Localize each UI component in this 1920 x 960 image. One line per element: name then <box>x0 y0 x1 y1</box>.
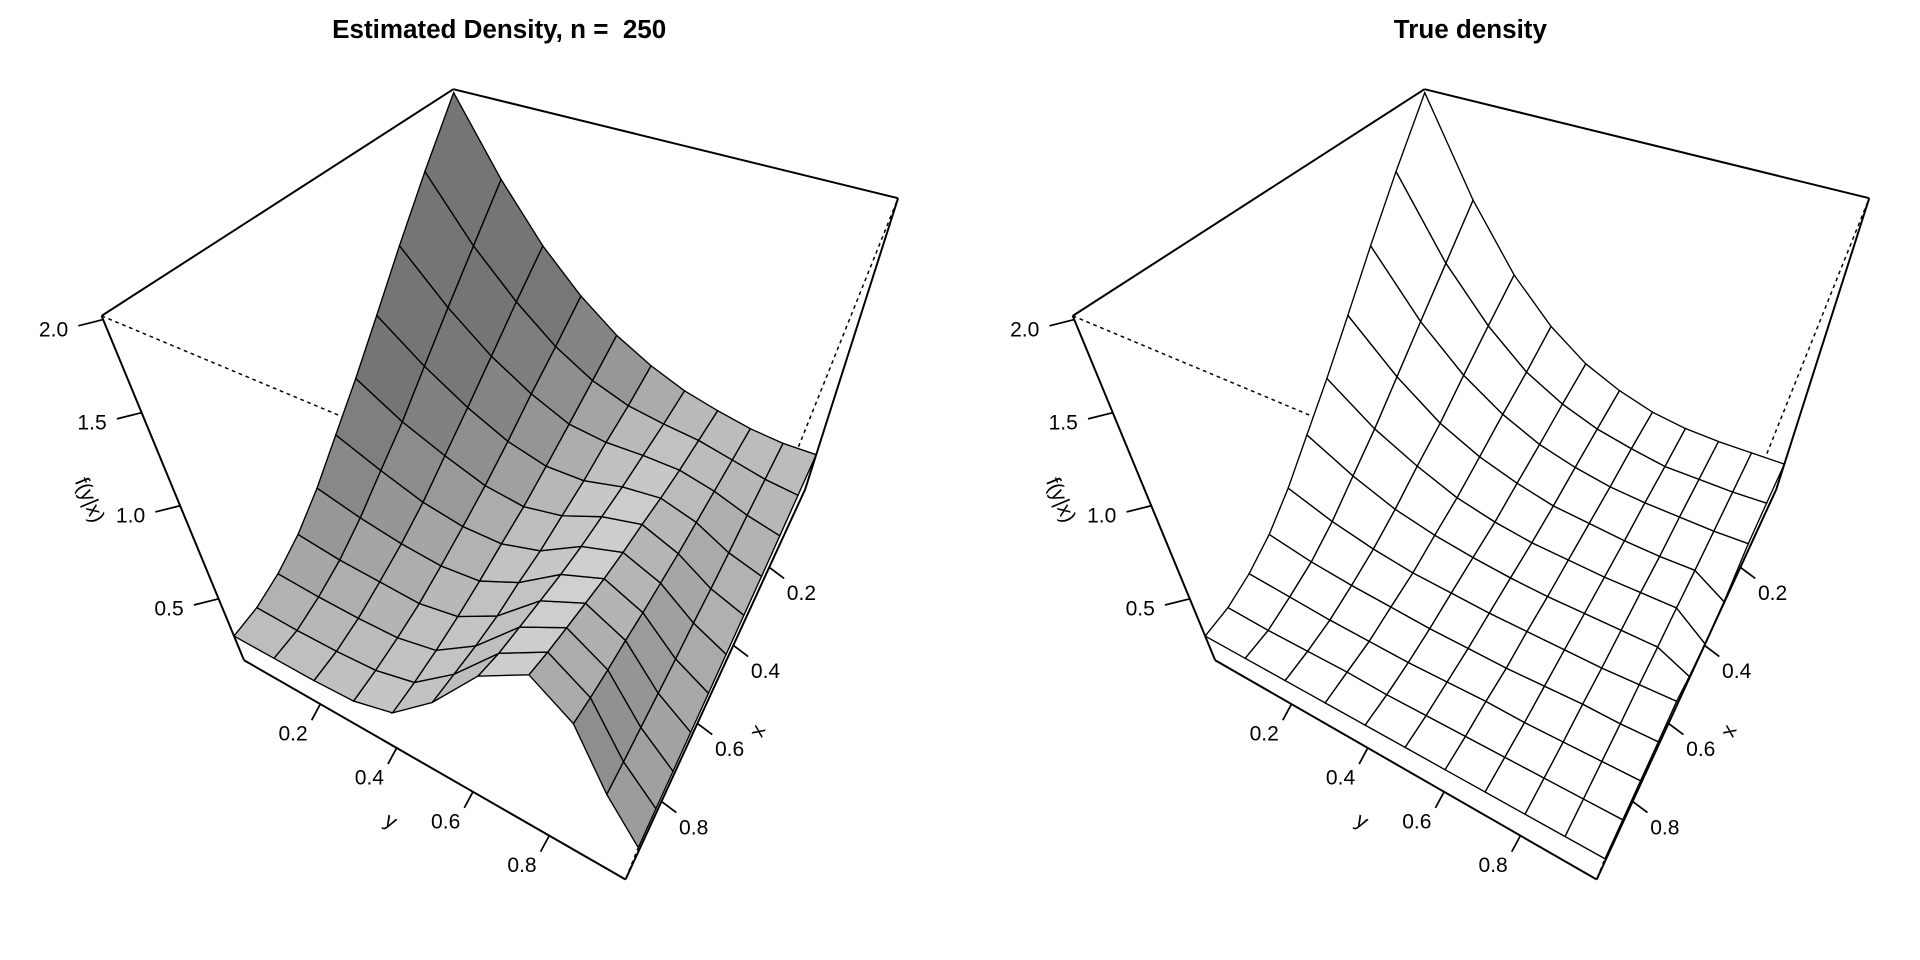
y-tick-label: 0.8 <box>507 854 536 877</box>
z-tick <box>1164 597 1190 606</box>
z-axis-label: f(y|x) <box>1041 474 1080 526</box>
z-tick <box>1087 411 1113 420</box>
y-tick <box>1358 747 1369 765</box>
chart-title: Estimated Density, n = 250 <box>332 14 666 44</box>
box-edge <box>1775 197 1871 490</box>
y-tick-label: 0.4 <box>1326 766 1356 789</box>
y-tick <box>310 703 322 721</box>
x-tick <box>660 800 677 814</box>
z-tick-label: 1.5 <box>1049 411 1078 434</box>
box-edge <box>100 315 245 661</box>
y-tick <box>463 791 474 809</box>
y-tick <box>1282 703 1293 721</box>
box-edge <box>1071 315 1217 661</box>
box-edge <box>1072 88 1426 317</box>
y-tick-label: 0.2 <box>1250 723 1279 746</box>
y-tick <box>1510 835 1522 853</box>
z-tick-label: 0.5 <box>154 598 183 621</box>
y-tick-label: 0.6 <box>431 810 460 833</box>
z-tick <box>155 504 181 513</box>
z-tick-label: 1.0 <box>1087 504 1116 527</box>
y-tick-label: 0.2 <box>278 723 307 746</box>
box-edge <box>243 659 627 881</box>
z-tick-label: 1.0 <box>116 504 145 527</box>
surface-facet <box>424 91 502 248</box>
z-tick-label: 2.0 <box>1010 318 1039 341</box>
x-axis-label: x <box>1718 722 1743 742</box>
surface-facet <box>1395 90 1474 265</box>
x-tick <box>696 722 713 736</box>
box-edge <box>1595 488 1778 880</box>
z-tick-label: 0.5 <box>1126 598 1155 621</box>
z-tick <box>193 597 219 606</box>
box-edge <box>453 88 899 200</box>
y-tick <box>539 835 551 853</box>
x-axis-label: x <box>747 722 772 742</box>
z-tick <box>78 318 104 327</box>
box-edge <box>1214 659 1598 881</box>
x-tick-label: 0.2 <box>787 582 816 605</box>
x-tick-label: 0.8 <box>679 816 708 839</box>
x-tick-label: 0.8 <box>1650 816 1679 839</box>
x-tick-label: 0.6 <box>715 738 744 761</box>
z-tick-label: 1.5 <box>77 411 106 434</box>
z-axis-label: f(y|x) <box>70 474 109 526</box>
y-tick <box>387 747 398 765</box>
y-axis-label: y <box>380 808 401 833</box>
x-tick <box>1632 800 1649 814</box>
box-edge <box>101 88 454 317</box>
z-tick <box>116 411 142 420</box>
x-tick-label: 0.6 <box>1686 738 1715 761</box>
y-tick-label: 0.6 <box>1402 810 1431 833</box>
x-tick <box>1668 722 1684 736</box>
x-tick <box>1739 566 1756 580</box>
y-axis-label: y <box>1352 808 1373 833</box>
z-tick <box>1049 318 1075 327</box>
x-tick-label: 0.2 <box>1758 582 1787 605</box>
box-edge <box>624 488 807 880</box>
y-tick-label: 0.8 <box>1479 854 1508 877</box>
box-edge <box>804 197 900 490</box>
box-edge <box>1424 88 1870 200</box>
x-tick-label: 0.4 <box>1722 660 1752 683</box>
z-tick <box>1126 504 1152 513</box>
x-tick <box>1703 644 1720 658</box>
x-tick <box>732 644 749 658</box>
x-tick-label: 0.4 <box>751 660 781 683</box>
z-tick-label: 2.0 <box>39 318 68 341</box>
y-tick-label: 0.4 <box>355 766 385 789</box>
chart-title: True density <box>1394 14 1548 44</box>
x-tick <box>768 566 785 580</box>
y-tick <box>1434 791 1445 809</box>
